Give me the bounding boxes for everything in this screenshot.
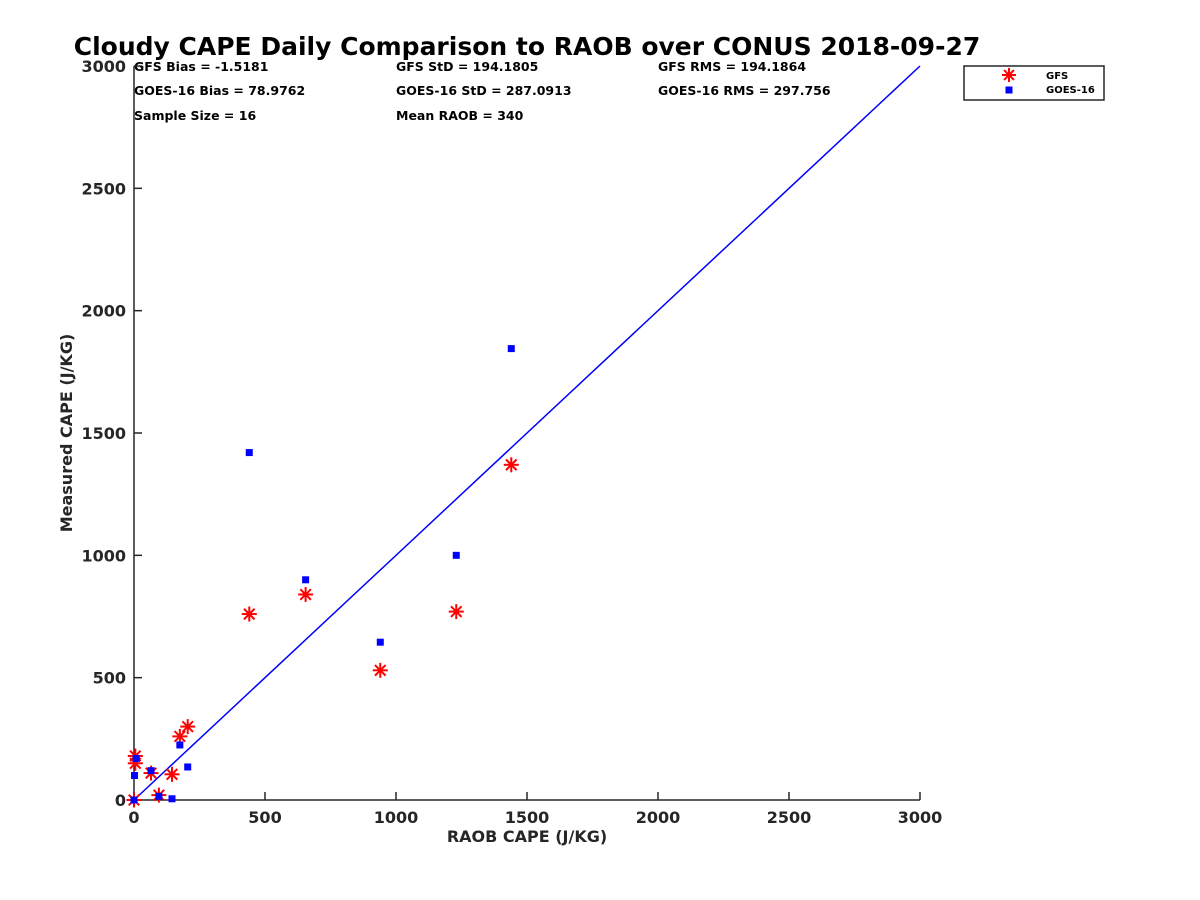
legend-gfs-label: GFS [1046,71,1068,82]
goes16-point [184,763,192,771]
stat-gfs-rms: GFS RMS = 194.1864 [658,59,806,74]
reference-line [133,65,921,801]
y-tick-label: 2000 [81,302,126,321]
legend: GFS GOES-16 [963,65,1105,101]
goes16-legend-symbol [1005,86,1013,94]
x-tick-label: 2000 [636,808,681,827]
y-tick-label: 1500 [81,424,126,443]
goes16-point [302,576,310,584]
stat-goes-bias: GOES-16 Bias = 78.9762 [134,83,305,98]
statistics-block: GFS Bias = -1.5181 GFS StD = 194.1805 GF… [134,59,831,123]
x-tick-label: 500 [248,808,281,827]
goes16-point [376,638,384,646]
goes16-point [147,767,155,775]
gfs-legend-symbol [1002,68,1016,82]
x-tick-label: 1500 [505,808,550,827]
stat-gfs-bias: GFS Bias = -1.5181 [134,59,268,74]
goes16-point [452,551,460,559]
x-axis-label: RAOB CAPE (J/KG) [447,827,607,846]
chart-title: Cloudy CAPE Daily Comparison to RAOB ove… [74,32,980,61]
y-tick-label: 3000 [81,57,126,76]
stat-gfs-std: GFS StD = 194.1805 [396,59,538,74]
gfs-point [172,728,188,744]
y-tick-label: 2500 [81,179,126,198]
y-tick-label: 1000 [81,546,126,565]
gfs-point [180,719,196,735]
x-tick-label: 1000 [374,808,419,827]
gfs-point [241,606,257,622]
x-tick-label: 2500 [767,808,812,827]
stat-goes-std: GOES-16 StD = 287.0913 [396,83,572,98]
goes16-point [131,772,139,780]
goes16-point [168,795,176,803]
data-markers [126,345,519,808]
x-tick-label: 0 [128,808,139,827]
stat-mean-raob: Mean RAOB = 340 [396,108,524,123]
goes16-point [130,796,138,804]
goes16-point [132,754,140,762]
legend-box [963,65,1105,101]
stat-goes-rms: GOES-16 RMS = 297.756 [658,83,831,98]
y-tick-label: 500 [93,669,126,688]
goes16-point [507,345,515,353]
one-to-one-line [133,65,921,801]
gfs-point [372,662,388,678]
stat-sample-size: Sample Size = 16 [134,108,256,123]
x-axis-ticks: 0 500 1000 1500 2000 2500 3000 [128,792,942,827]
gfs-point [164,766,180,782]
x-tick-label: 3000 [898,808,943,827]
y-tick-label: 0 [115,791,126,810]
goes16-point [176,741,184,749]
y-axis-label: Measured CAPE (J/KG) [57,334,76,533]
goes16-point [155,792,163,800]
gfs-point [503,457,519,473]
gfs-point [448,604,464,620]
legend-gfs-marker [1002,68,1016,82]
legend-goes16-label: GOES-16 [1046,85,1095,96]
legend-goes16-marker [1005,86,1013,94]
goes16-point [245,449,253,457]
y-axis-ticks: 0 500 1000 1500 2000 2500 3000 [81,57,142,810]
gfs-point [298,586,314,602]
